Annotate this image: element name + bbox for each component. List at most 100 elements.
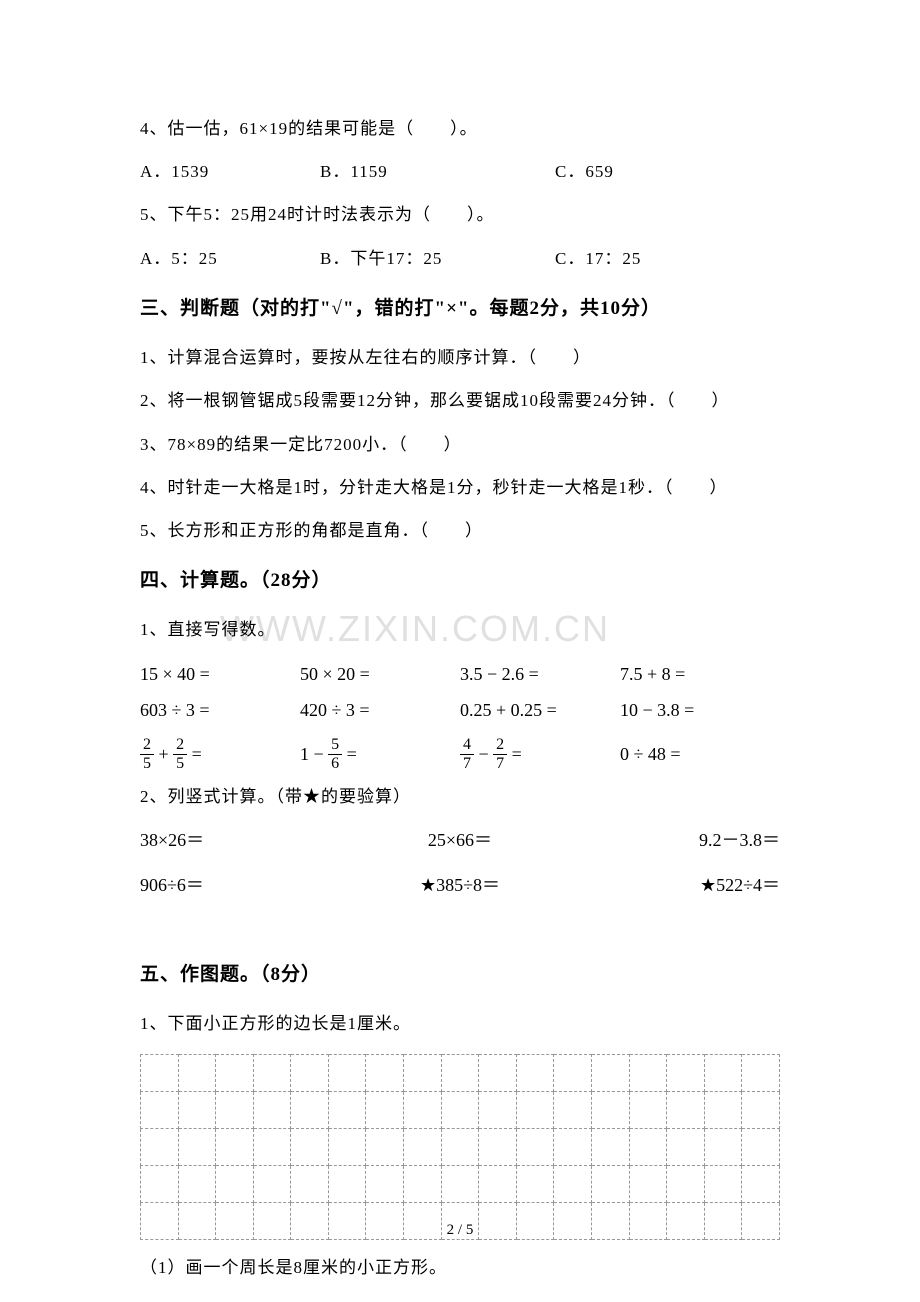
vert-row-2: 906÷6＝ ★385÷8＝ ★522÷4＝ bbox=[140, 871, 780, 900]
grid-cell bbox=[178, 1091, 216, 1128]
calc-3a: 25 + 25 = bbox=[140, 736, 300, 772]
grid-cell bbox=[366, 1091, 404, 1128]
grid-cell bbox=[253, 1202, 291, 1239]
grid-cell bbox=[479, 1054, 517, 1091]
section-5-title: 五、作图题。（8分） bbox=[140, 960, 780, 990]
judge-item-2: 2、将一根钢管锯成5段需要12分钟，那么要锯成10段需要24分钟．（ ） bbox=[140, 387, 780, 414]
grid-cell bbox=[328, 1054, 366, 1091]
calc-sub1: 1、直接写得数。 bbox=[140, 616, 780, 643]
grid-cell bbox=[667, 1128, 705, 1165]
grid-cell bbox=[591, 1165, 629, 1202]
q4-choice-a: A．1539 bbox=[140, 158, 320, 185]
grid-cell bbox=[216, 1202, 254, 1239]
vert-1b: 25×66＝ bbox=[353, 826, 566, 855]
q5-choice-c: C．17：25 bbox=[555, 245, 780, 272]
grid-cell bbox=[591, 1091, 629, 1128]
grid-cell bbox=[291, 1091, 329, 1128]
grid-cell bbox=[404, 1091, 442, 1128]
grid-cell bbox=[253, 1091, 291, 1128]
equals-sign: = bbox=[342, 740, 357, 769]
grid-cell bbox=[441, 1128, 479, 1165]
calc-3d: 0 ÷ 48 = bbox=[620, 740, 780, 769]
question-5-choices: A．5：25 B．下午17：25 C．17：25 bbox=[140, 245, 780, 272]
minus-sign: − bbox=[474, 740, 493, 769]
calc-3b: 1 − 56 = bbox=[300, 736, 460, 772]
grid-cell bbox=[667, 1165, 705, 1202]
grid-cell bbox=[404, 1165, 442, 1202]
plus-sign: + bbox=[154, 740, 173, 769]
grid-cell bbox=[479, 1091, 517, 1128]
grid-cell bbox=[516, 1165, 554, 1202]
grid-cell bbox=[591, 1202, 629, 1239]
grid-cell bbox=[178, 1202, 216, 1239]
grid-cell bbox=[629, 1091, 667, 1128]
grid-cell bbox=[667, 1091, 705, 1128]
grid-cell bbox=[216, 1091, 254, 1128]
grid-cell bbox=[704, 1202, 742, 1239]
grid-cell bbox=[328, 1128, 366, 1165]
grid-cell bbox=[366, 1128, 404, 1165]
vert-row-1: 38×26＝ 25×66＝ 9.2－3.8＝ bbox=[140, 826, 780, 855]
grid-cell bbox=[554, 1054, 592, 1091]
grid-cell bbox=[366, 1202, 404, 1239]
vert-2a: 906÷6＝ bbox=[140, 871, 353, 900]
grid-cell bbox=[554, 1165, 592, 1202]
grid-cell bbox=[629, 1054, 667, 1091]
q4-choice-c: C．659 bbox=[555, 158, 780, 185]
grid-cell bbox=[366, 1054, 404, 1091]
grid-cell bbox=[742, 1091, 780, 1128]
grid-cell bbox=[404, 1128, 442, 1165]
grid-cell bbox=[591, 1128, 629, 1165]
grid-cell bbox=[216, 1054, 254, 1091]
judge-item-1: 1、计算混合运算时，要按从左往右的顺序计算．（ ） bbox=[140, 344, 780, 371]
frac-num: 2 bbox=[493, 736, 507, 755]
grid-cell bbox=[441, 1054, 479, 1091]
calc-row-3: 25 + 25 = 1 − 56 = 47 − 27 = 0 ÷ 48 = bbox=[140, 733, 780, 775]
grid-cell bbox=[291, 1054, 329, 1091]
grid-cell bbox=[704, 1165, 742, 1202]
frac-den: 7 bbox=[460, 755, 474, 773]
grid-cell bbox=[667, 1054, 705, 1091]
calc-1c: 3.5 − 2.6 = bbox=[460, 660, 620, 689]
grid-cell bbox=[704, 1054, 742, 1091]
section-3-title: 三、判断题（对的打"√"，错的打"×"。每题2分，共10分） bbox=[140, 294, 780, 324]
grid-cell bbox=[328, 1091, 366, 1128]
grid-cell bbox=[178, 1054, 216, 1091]
grid-cell bbox=[141, 1128, 179, 1165]
q4-choice-b: B．1159 bbox=[320, 158, 555, 185]
grid-cell bbox=[742, 1202, 780, 1239]
grid-cell bbox=[516, 1202, 554, 1239]
grid-cell bbox=[366, 1165, 404, 1202]
judge-item-3: 3、78×89的结果一定比7200小．（ ） bbox=[140, 431, 780, 458]
grid-cell bbox=[141, 1202, 179, 1239]
frac-den: 5 bbox=[173, 755, 187, 773]
grid-cell bbox=[554, 1128, 592, 1165]
calc-2d: 10 − 3.8 = bbox=[620, 696, 780, 725]
grid-cell bbox=[591, 1054, 629, 1091]
calc-2a: 603 ÷ 3 = bbox=[140, 696, 300, 725]
calc-1a: 15 × 40 = bbox=[140, 660, 300, 689]
grid-cell bbox=[479, 1202, 517, 1239]
calc-2c: 0.25 + 0.25 = bbox=[460, 696, 620, 725]
frac-num: 4 bbox=[460, 736, 474, 755]
question-5-text: 5、下午5：25用24时计时法表示为（ ）。 bbox=[140, 201, 780, 228]
grid-cell bbox=[441, 1165, 479, 1202]
grid-cell bbox=[404, 1054, 442, 1091]
grid-cell bbox=[554, 1091, 592, 1128]
equals-sign: = bbox=[187, 740, 202, 769]
grid-cell bbox=[216, 1128, 254, 1165]
grid-cell bbox=[253, 1128, 291, 1165]
grid-cell bbox=[629, 1128, 667, 1165]
judge-item-4: 4、时针走一大格是1时，分针走大格是1分，秒针走一大格是1秒．（ ） bbox=[140, 474, 780, 501]
q5-choice-a: A．5：25 bbox=[140, 245, 320, 272]
grid-cell bbox=[141, 1165, 179, 1202]
grid-cell bbox=[516, 1054, 554, 1091]
judge-item-5: 5、长方形和正方形的角都是直角．（ ） bbox=[140, 517, 780, 544]
calc-row-1: 15 × 40 = 50 × 20 = 3.5 − 2.6 = 7.5 + 8 … bbox=[140, 660, 780, 689]
calc-3c: 47 − 27 = bbox=[460, 736, 620, 772]
grid-cell bbox=[291, 1165, 329, 1202]
frac-num: 2 bbox=[173, 736, 187, 755]
equals-sign: = bbox=[507, 740, 522, 769]
grid-cell bbox=[291, 1128, 329, 1165]
grid-cell bbox=[141, 1091, 179, 1128]
